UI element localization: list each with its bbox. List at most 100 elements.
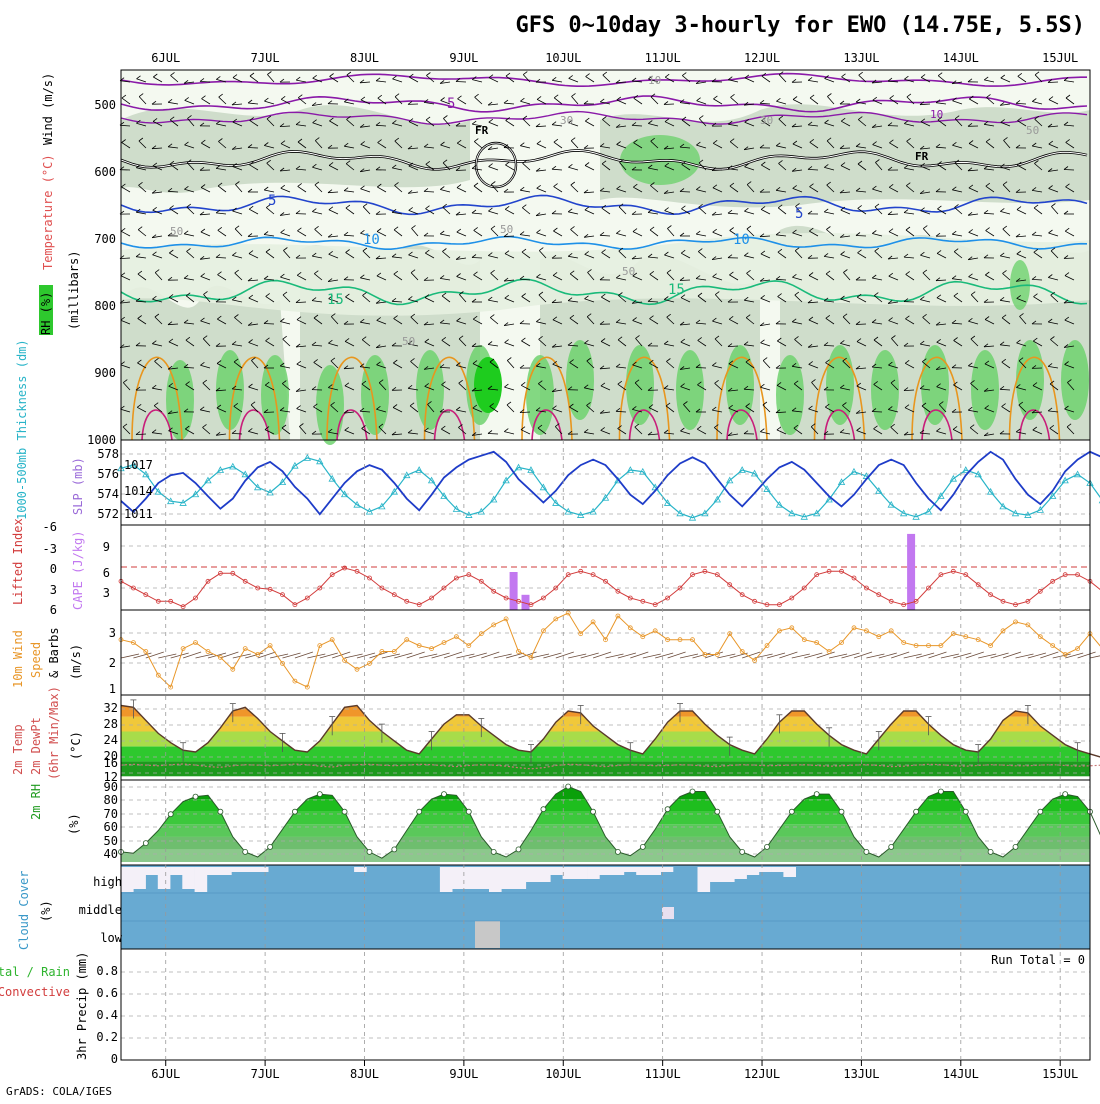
wind-tick: 3 — [109, 626, 116, 640]
high-cloud-bar — [121, 867, 134, 892]
precip-total-label: Total / Rain — [0, 965, 70, 979]
cape-label: CAPE (J/kg) — [71, 531, 85, 610]
rh-point — [914, 809, 919, 814]
x-tick-label-top: 12JUL — [744, 51, 780, 65]
cloud-sky — [121, 865, 1090, 949]
high-cloud-bar — [133, 867, 146, 889]
high-cloud-bar — [747, 867, 760, 875]
rh-tick: 80 — [104, 793, 118, 807]
thickness-label: 1000-500mb Thickness (dm) — [15, 339, 29, 520]
contour-label: 30 — [560, 114, 573, 127]
contour-label: 50 — [170, 225, 183, 238]
contour-label: 50 — [402, 335, 415, 348]
wind-barb — [264, 324, 274, 325]
temp-tick: 28 — [104, 717, 118, 731]
wind-barb — [680, 280, 690, 281]
rh-label: RH (%) — [39, 292, 53, 335]
rh-point — [143, 841, 148, 846]
rh-point — [988, 849, 993, 854]
high-cloud-bar — [244, 867, 257, 872]
slp-tick: 1017 — [124, 458, 153, 472]
rh-tick: 70 — [104, 807, 118, 821]
rh-point — [889, 844, 894, 849]
slp-label: SLP (mb) — [71, 457, 85, 515]
high-cloud-bar — [722, 867, 735, 882]
high-cloud-bar — [256, 867, 269, 872]
rh-point — [243, 849, 248, 854]
thickness-tick: 574 — [97, 487, 119, 501]
rh-point — [765, 844, 770, 849]
rh-point — [839, 809, 844, 814]
temp-unit-label: (°C) — [69, 731, 83, 760]
slp-tick: 1014 — [124, 484, 153, 498]
li-tick: -6 — [43, 520, 57, 534]
high-cloud-bar — [158, 867, 171, 889]
contour-label: 15 — [327, 292, 344, 308]
contour-label: 10 — [930, 108, 943, 121]
rh-zone — [1016, 340, 1044, 420]
wind-barb — [680, 192, 690, 193]
high-cloud-bar — [783, 867, 796, 877]
thickness-tick: 576 — [97, 467, 119, 481]
temp-tick: 32 — [104, 701, 118, 715]
wind-barb — [1064, 258, 1074, 259]
y-tick-label: 600 — [94, 165, 116, 179]
precip-tick: 0.6 — [96, 986, 118, 1000]
x-tick-label-bottom: 6JUL — [151, 1067, 180, 1081]
temp-tick: 16 — [104, 756, 118, 770]
sounding-panel: 5 5 10 10 15 15 FR FR 5 50 50 50 50 50 3… — [39, 70, 1090, 447]
rh-point — [317, 792, 322, 797]
x-tick-label-bottom: 15JUL — [1042, 1067, 1078, 1081]
wind-tick: 1 — [109, 682, 116, 696]
minmax-label: (6hr Min/Max) — [47, 686, 61, 780]
temp-band — [121, 761, 1090, 776]
wind-label: Wind (m/s) — [41, 73, 55, 145]
contour-label: 50 — [500, 223, 513, 236]
wind-barb — [248, 236, 258, 237]
temp-band — [121, 747, 1090, 762]
rh-point — [268, 844, 273, 849]
high-cloud-bar — [440, 867, 453, 892]
rh-point — [1013, 844, 1018, 849]
contour-label: FR — [915, 150, 929, 163]
rh-point — [1038, 809, 1043, 814]
rh-tick: 50 — [104, 834, 118, 848]
precip-tick: 0.4 — [96, 1008, 118, 1022]
contour-label: 30 — [760, 114, 773, 127]
wind-barb — [456, 82, 466, 83]
high-cloud-bar — [207, 867, 220, 875]
cape-bar — [907, 534, 915, 610]
contour-label: 10 — [733, 232, 750, 248]
wind-barb — [1064, 170, 1074, 171]
temp-tick: 24 — [104, 733, 118, 747]
rh-point — [640, 844, 645, 849]
li-tick: -3 — [43, 542, 57, 556]
high-cloud-bar — [587, 867, 600, 879]
high-cloud-bar — [575, 867, 588, 879]
y-tick-label: 900 — [94, 366, 116, 380]
cloud-layer-label: high — [93, 875, 122, 889]
rh-point — [342, 809, 347, 814]
high-cloud-bar — [231, 867, 244, 872]
high-cloud-bar — [501, 867, 514, 889]
chart-title: GFS 0~10day 3-hourly for EWO (14.75E, 5.… — [515, 13, 1085, 38]
y-tick-label: 700 — [94, 232, 116, 246]
high-cloud-bar — [514, 867, 527, 889]
rh-zone — [871, 350, 899, 430]
contour-label: 10 — [363, 232, 380, 248]
rh-point — [367, 849, 372, 854]
rh-point — [168, 812, 173, 817]
precip-tick: 0.2 — [96, 1030, 118, 1044]
rh-point — [516, 847, 521, 852]
rh-point — [938, 789, 943, 794]
cloud-unit-label: (%) — [39, 900, 53, 922]
wind-speed-label: Speed — [29, 642, 43, 678]
high-cloud-bar — [599, 867, 612, 875]
rh-point — [218, 809, 223, 814]
cloud-layer-label: middle — [79, 903, 122, 917]
rh-point — [789, 809, 794, 814]
high-cloud-bar — [170, 867, 183, 875]
rh-band — [121, 849, 1090, 862]
wind-barb — [472, 346, 482, 347]
